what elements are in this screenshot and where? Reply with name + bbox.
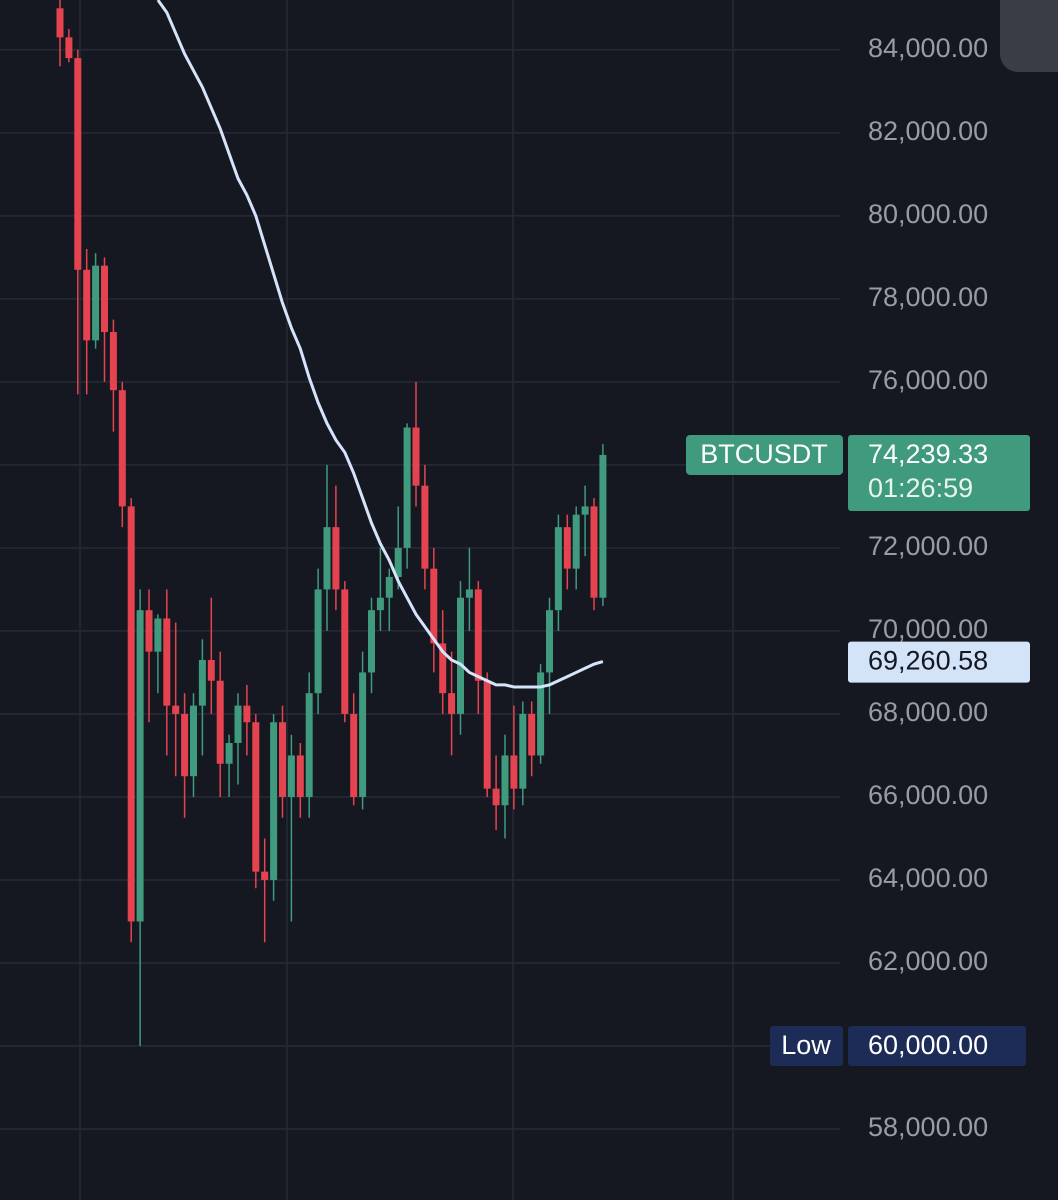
candle-body	[296, 755, 304, 797]
low-price-label: 60,000.00	[868, 1030, 988, 1060]
moving-average	[156, 0, 604, 689]
low-price-tag	[848, 1026, 1026, 1067]
y-tick-label: 80,000.00	[868, 199, 988, 229]
candle-body	[510, 755, 518, 789]
y-tick-label: 64,000.00	[868, 863, 988, 893]
candle-body	[172, 705, 180, 714]
y-tick-label: 70,000.00	[868, 614, 988, 644]
y-tick-label: 76,000.00	[868, 365, 988, 395]
overlay: BTCUSDT 74,239.33 01:26:59 69,260.58 Low 60,0…	[686, 434, 1030, 1067]
candle-body	[216, 680, 224, 764]
candle-body	[145, 610, 153, 652]
candle-body	[546, 610, 553, 673]
y-tick-label: 58,000.00	[868, 1112, 988, 1142]
candle-body	[198, 659, 206, 706]
countdown-label: 01:26:59	[868, 473, 973, 503]
candle-body	[483, 680, 491, 789]
candle-body	[305, 693, 313, 797]
candle-body	[234, 705, 242, 743]
candle-body	[492, 788, 500, 806]
symbol-label: BTCUSDT	[700, 439, 828, 469]
ma-tag	[848, 641, 1030, 683]
candles	[56, 0, 607, 1047]
candle-body	[528, 713, 536, 756]
candle-body	[154, 618, 162, 652]
candle-body	[101, 265, 108, 333]
candle-body	[474, 589, 482, 681]
y-tick-label: 68,000.00	[868, 697, 988, 727]
ma-price-label: 69,260.58	[868, 646, 988, 676]
candle-body	[563, 527, 571, 569]
candle-body	[109, 332, 117, 391]
candle-body	[376, 597, 384, 611]
candle-body	[341, 589, 349, 714]
candle-body	[439, 643, 447, 694]
symbol-tag	[686, 434, 843, 475]
candle-body	[252, 722, 260, 872]
candle-body	[590, 506, 598, 598]
candle-body	[163, 618, 171, 706]
candle-body	[403, 427, 411, 548]
candle-body	[359, 672, 367, 797]
last-price-label: 74,239.33	[868, 439, 988, 469]
candle-body	[412, 427, 420, 486]
candle-body	[207, 659, 215, 681]
candle-body	[190, 705, 197, 777]
candle-body	[394, 547, 402, 577]
candle-body	[243, 705, 251, 723]
candle-body	[457, 597, 464, 714]
low-tag	[770, 1026, 843, 1067]
time-grid	[79, 0, 734, 1200]
candle-body	[350, 713, 358, 797]
corner-handle[interactable]	[1000, 0, 1058, 72]
candle-body	[554, 527, 562, 611]
candle-body	[279, 722, 286, 797]
candle-body	[385, 576, 393, 598]
candle-body	[581, 506, 589, 515]
candle-body	[118, 390, 126, 507]
candle-body	[572, 514, 580, 569]
candle-body	[83, 269, 91, 341]
candle-body	[323, 527, 331, 590]
y-tick-label: 82,000.00	[868, 116, 988, 146]
candle-body	[314, 589, 322, 694]
candle-body	[332, 527, 340, 590]
candle-body	[181, 713, 189, 777]
candle-body	[421, 485, 429, 569]
low-tag-label: Low	[781, 1030, 831, 1060]
candle-body	[65, 37, 73, 59]
candle-body	[537, 672, 545, 756]
candle-body	[225, 742, 233, 764]
candle-body	[519, 713, 527, 789]
candle-body	[465, 589, 473, 598]
y-tick-label: 78,000.00	[868, 282, 988, 312]
price-tag	[848, 434, 1030, 511]
y-tick-label: 72,000.00	[868, 531, 988, 561]
candle-body	[92, 265, 100, 341]
candle-body	[368, 610, 375, 673]
candle-body	[136, 610, 144, 922]
candle-body	[74, 58, 82, 270]
candle-body	[261, 871, 269, 880]
candle-body	[287, 755, 295, 797]
candle-body	[599, 454, 607, 598]
candle-body	[56, 8, 64, 38]
candle-body	[127, 506, 135, 922]
y-tick-label: 62,000.00	[868, 946, 988, 976]
candle-body	[448, 693, 456, 714]
candle-body	[501, 755, 509, 806]
y-tick-label: 66,000.00	[868, 780, 988, 810]
candle-body	[270, 722, 278, 880]
y-tick-label: 84,000.00	[868, 33, 988, 63]
candle-body	[430, 568, 438, 644]
